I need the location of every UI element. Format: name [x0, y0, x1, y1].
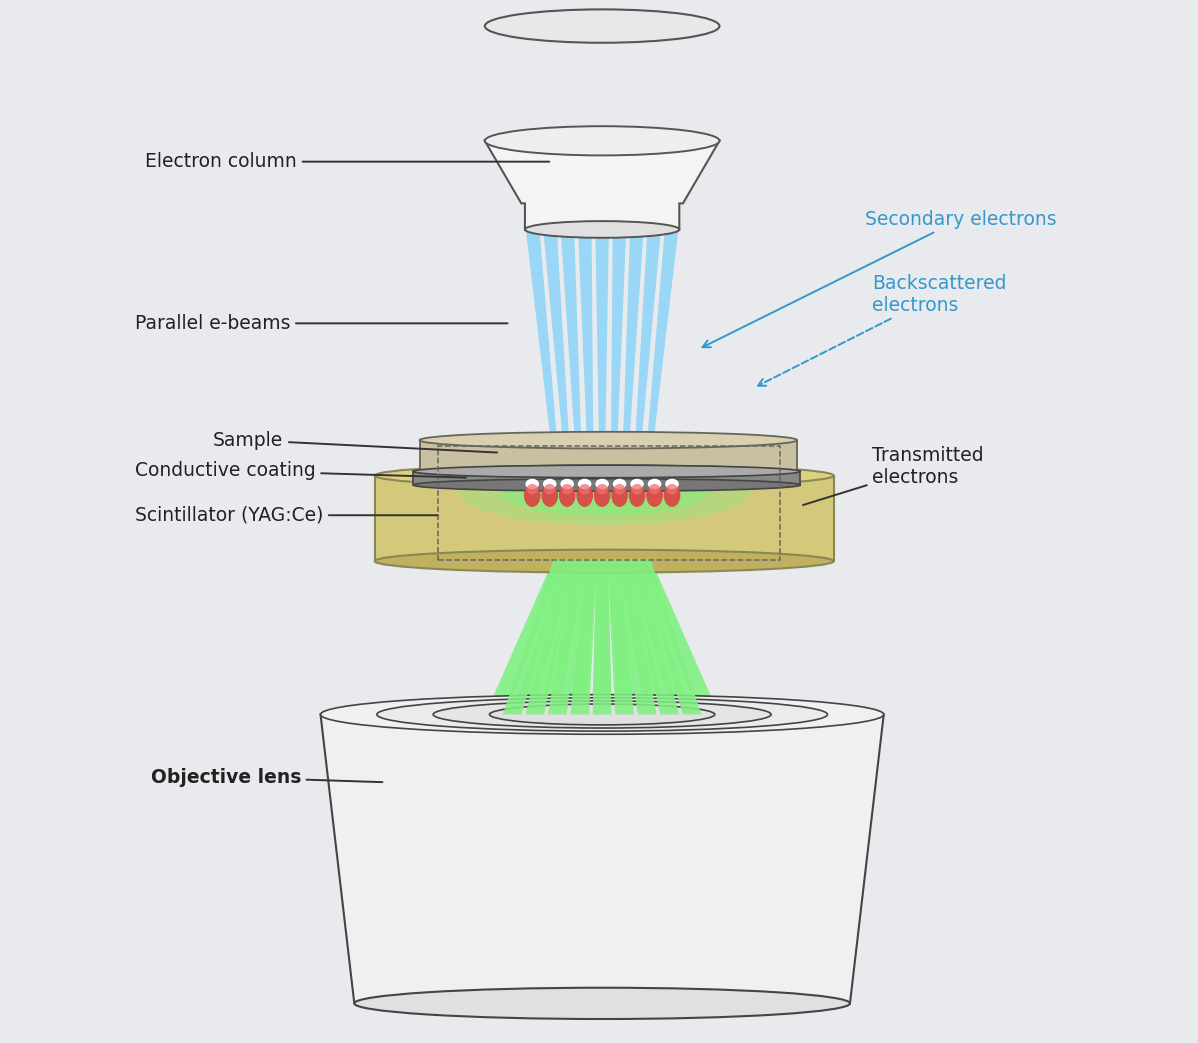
Ellipse shape — [665, 479, 679, 489]
Ellipse shape — [531, 472, 677, 510]
Ellipse shape — [561, 479, 574, 489]
Ellipse shape — [526, 479, 539, 489]
Bar — [419, 440, 797, 474]
Polygon shape — [629, 559, 679, 714]
Ellipse shape — [375, 550, 834, 573]
Ellipse shape — [558, 484, 575, 507]
Ellipse shape — [597, 484, 607, 494]
Bar — [413, 471, 800, 485]
Polygon shape — [543, 229, 571, 475]
Polygon shape — [592, 559, 612, 714]
Text: Parallel e-beams: Parallel e-beams — [135, 314, 508, 333]
Ellipse shape — [413, 465, 800, 478]
Ellipse shape — [526, 484, 538, 494]
Polygon shape — [570, 559, 597, 714]
Polygon shape — [607, 559, 634, 714]
Polygon shape — [503, 559, 565, 714]
Ellipse shape — [629, 484, 646, 507]
Ellipse shape — [485, 9, 720, 43]
Ellipse shape — [630, 479, 643, 489]
Ellipse shape — [524, 484, 540, 507]
Polygon shape — [629, 559, 692, 714]
Text: Backscattered
electrons: Backscattered electrons — [758, 273, 1006, 386]
Ellipse shape — [321, 695, 884, 734]
Polygon shape — [539, 559, 587, 714]
Ellipse shape — [562, 484, 573, 494]
Ellipse shape — [377, 698, 828, 731]
Ellipse shape — [577, 479, 592, 489]
Ellipse shape — [646, 484, 662, 507]
Polygon shape — [611, 229, 627, 475]
Ellipse shape — [500, 466, 708, 516]
Ellipse shape — [613, 479, 627, 489]
Text: Scintillator (YAG:Ce): Scintillator (YAG:Ce) — [135, 506, 437, 525]
Ellipse shape — [419, 432, 797, 448]
Polygon shape — [321, 714, 884, 1003]
Ellipse shape — [595, 479, 609, 489]
Ellipse shape — [434, 701, 772, 728]
Ellipse shape — [576, 484, 593, 507]
Polygon shape — [593, 559, 611, 714]
Ellipse shape — [613, 484, 625, 494]
Polygon shape — [485, 559, 565, 714]
Ellipse shape — [541, 484, 558, 507]
Ellipse shape — [594, 484, 611, 507]
Ellipse shape — [490, 704, 715, 725]
Ellipse shape — [375, 464, 834, 487]
Text: Conductive coating: Conductive coating — [135, 461, 466, 480]
Ellipse shape — [355, 988, 849, 1019]
Ellipse shape — [666, 484, 678, 494]
Polygon shape — [526, 559, 576, 714]
Ellipse shape — [649, 484, 660, 494]
Polygon shape — [526, 229, 559, 475]
Ellipse shape — [631, 484, 643, 494]
Ellipse shape — [611, 484, 628, 507]
Polygon shape — [565, 559, 597, 714]
Polygon shape — [607, 559, 639, 714]
Polygon shape — [640, 559, 701, 714]
Polygon shape — [622, 229, 643, 475]
Polygon shape — [595, 229, 609, 475]
Polygon shape — [640, 559, 719, 714]
Polygon shape — [618, 559, 657, 714]
Polygon shape — [512, 559, 576, 714]
Text: Electron column: Electron column — [145, 152, 550, 171]
Bar — [375, 476, 834, 561]
Ellipse shape — [579, 484, 591, 494]
Polygon shape — [618, 559, 666, 714]
Ellipse shape — [485, 126, 720, 155]
Polygon shape — [577, 229, 593, 475]
Text: Transmitted
electrons: Transmitted electrons — [803, 445, 984, 505]
Ellipse shape — [544, 484, 556, 494]
Ellipse shape — [419, 465, 797, 482]
Bar — [438, 446, 780, 560]
Ellipse shape — [648, 479, 661, 489]
Text: Objective lens: Objective lens — [151, 768, 382, 786]
Polygon shape — [645, 229, 678, 475]
Polygon shape — [561, 229, 582, 475]
Ellipse shape — [543, 479, 557, 489]
Polygon shape — [547, 559, 587, 714]
Polygon shape — [634, 229, 661, 475]
Text: Secondary electrons: Secondary electrons — [702, 210, 1057, 347]
Text: Sample: Sample — [213, 431, 497, 453]
Ellipse shape — [458, 457, 750, 526]
Ellipse shape — [664, 484, 680, 507]
Ellipse shape — [525, 221, 679, 238]
Ellipse shape — [413, 479, 800, 491]
Polygon shape — [485, 141, 720, 229]
